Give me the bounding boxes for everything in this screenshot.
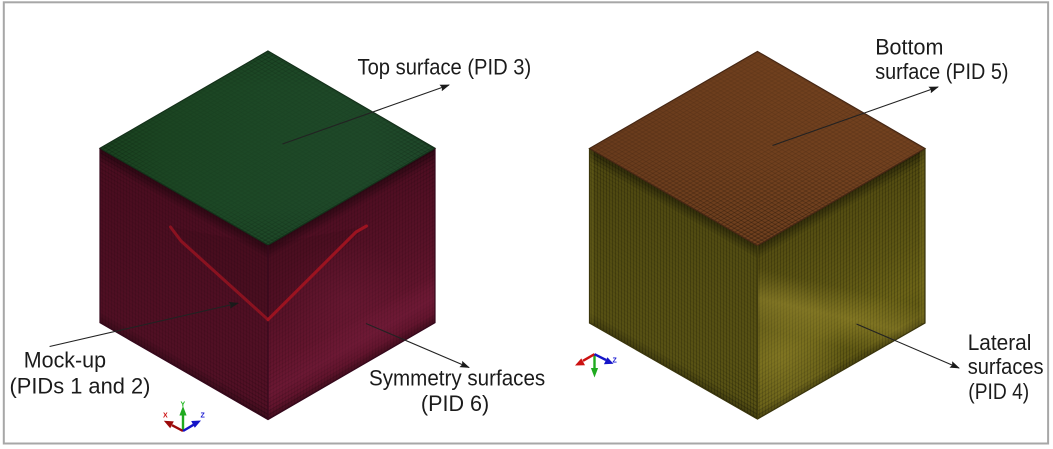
svg-text:Z: Z	[613, 358, 618, 365]
svg-text:Bottom: Bottom	[875, 34, 943, 59]
svg-text:(PID 4): (PID 4)	[968, 379, 1029, 404]
svg-text:X: X	[163, 413, 168, 420]
svg-text:(PIDs 1 and 2): (PIDs 1 and 2)	[10, 373, 151, 398]
svg-text:Symmetry surfaces: Symmetry surfaces	[369, 366, 545, 391]
svg-text:Y: Y	[181, 402, 186, 409]
svg-text:surface (PID 5): surface (PID 5)	[875, 59, 1008, 84]
svg-text:Z: Z	[201, 413, 206, 420]
svg-text:Lateral: Lateral	[968, 330, 1032, 355]
svg-text:Top surface (PID 3): Top surface (PID 3)	[358, 54, 532, 79]
svg-text:Mock-up: Mock-up	[24, 347, 106, 372]
svg-text:surfaces: surfaces	[968, 354, 1044, 379]
svg-text:(PID 6): (PID 6)	[421, 391, 489, 416]
